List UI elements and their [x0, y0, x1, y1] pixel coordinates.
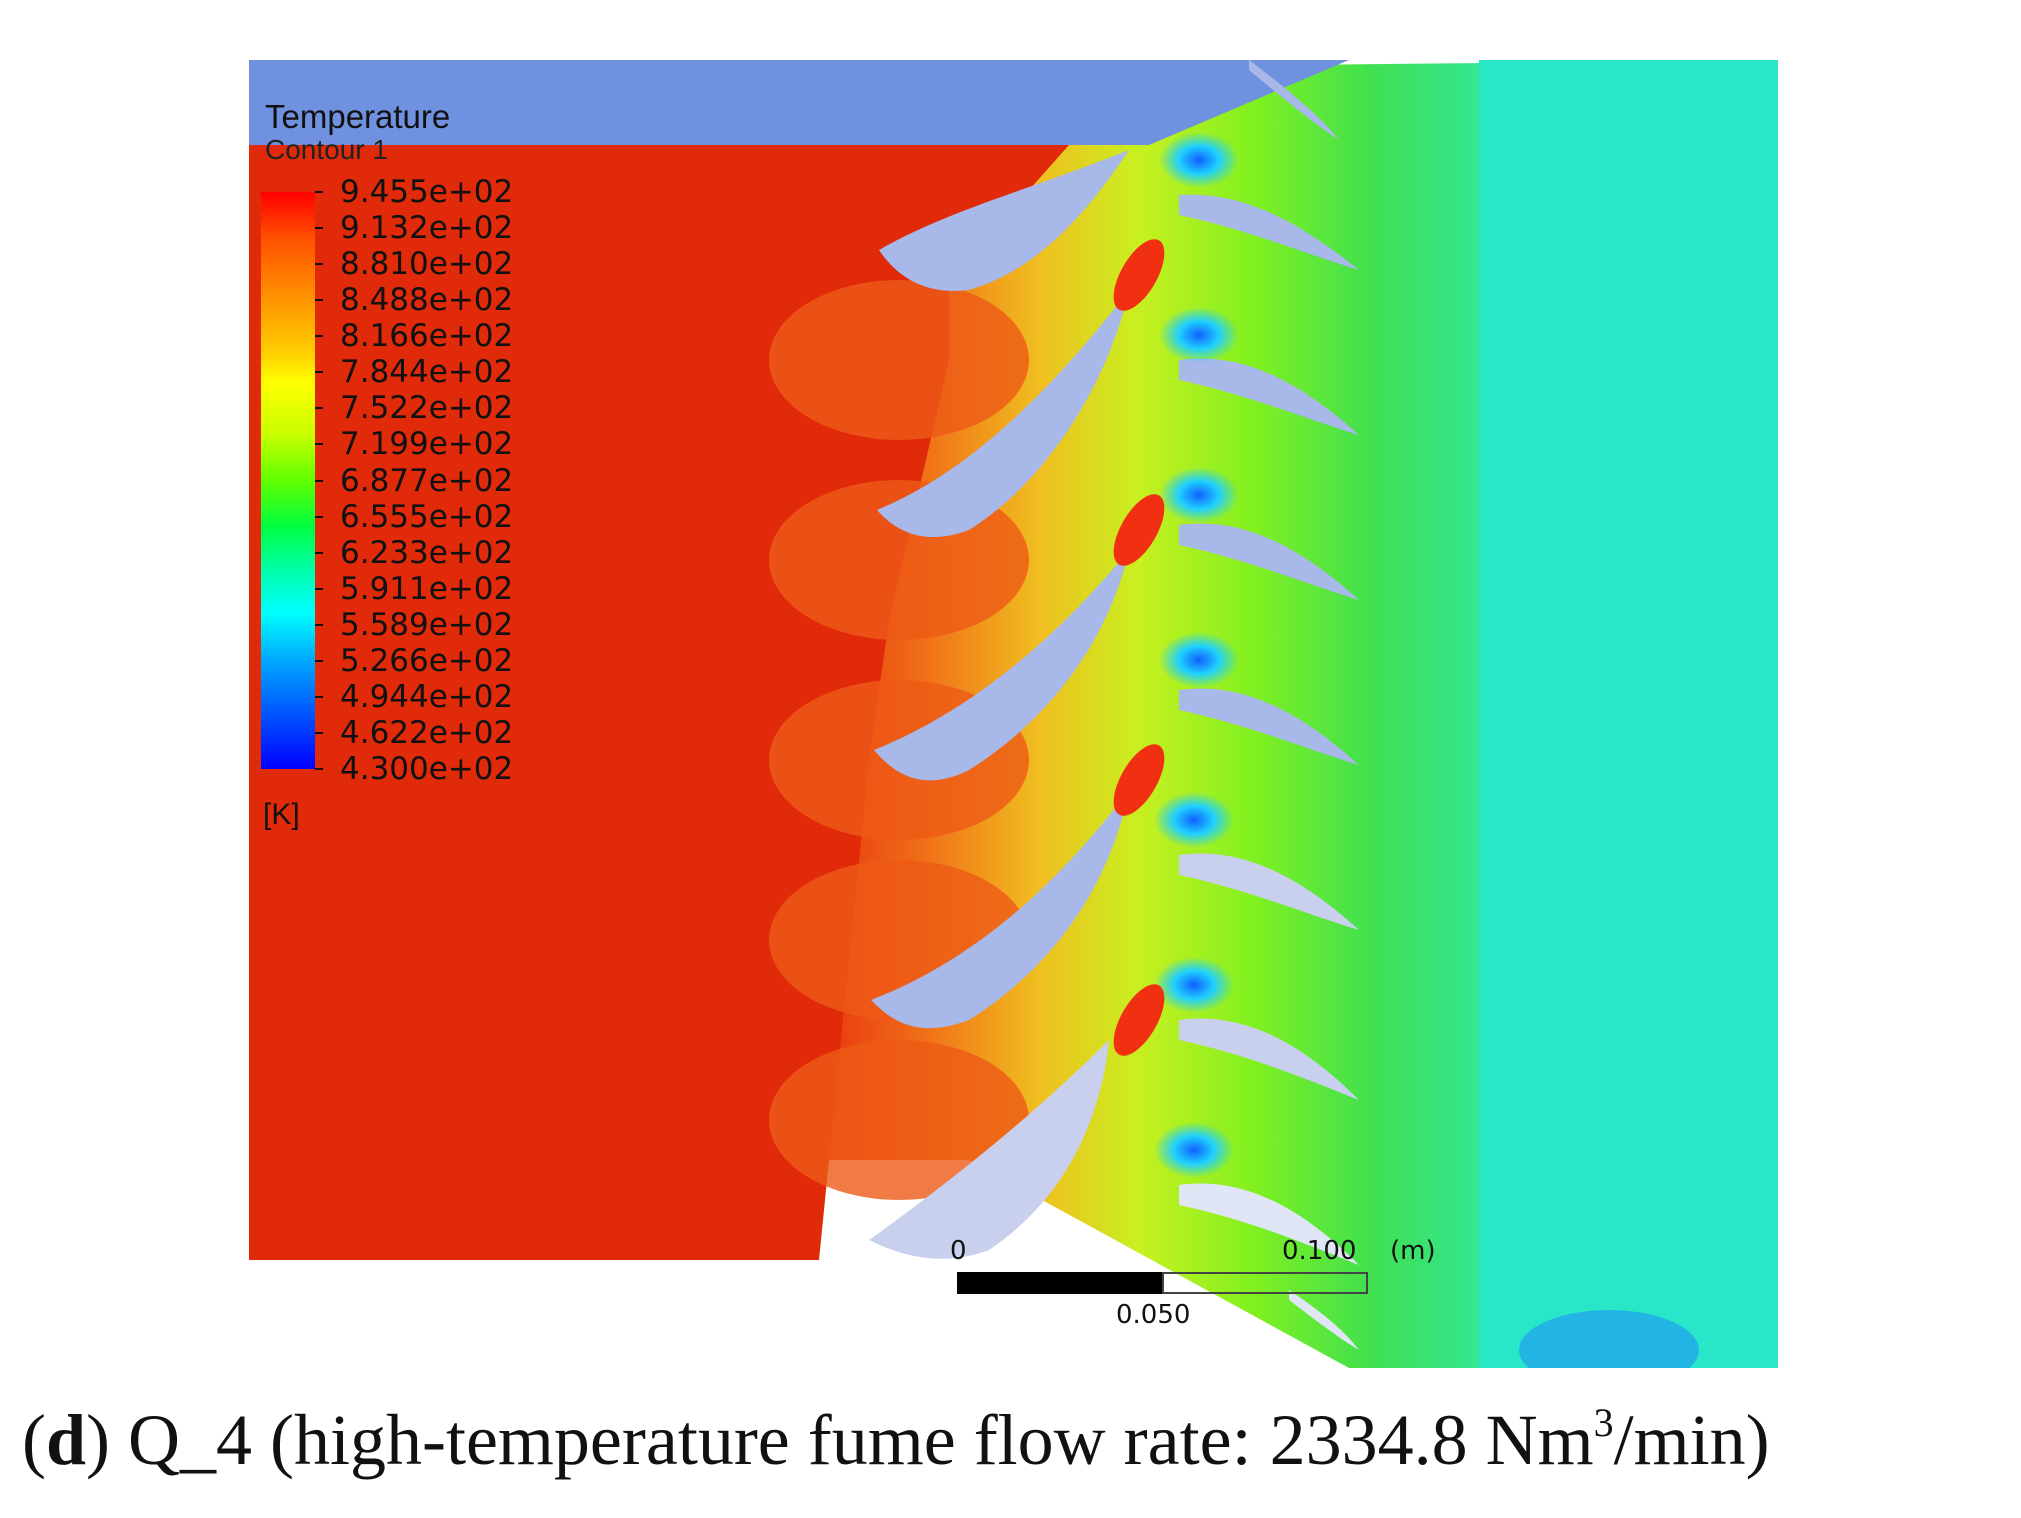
legend-tick-label: 7.199e+02: [340, 426, 514, 463]
scale-mid-label: 0.050: [1116, 1300, 1191, 1330]
legend-tick-mark: [315, 335, 323, 338]
legend-tick-mark: [315, 551, 323, 554]
legend-tick-label: 5.266e+02: [340, 642, 514, 679]
legend-tick-label: 5.589e+02: [340, 606, 514, 643]
scale-max-label: 0.100: [1282, 1236, 1357, 1266]
legend-tick-mark: [315, 479, 323, 482]
top-wall-band: [249, 60, 1349, 145]
hot-wake: [1113, 984, 1165, 1056]
legend-tick-mark: [315, 299, 323, 302]
cold-spot: [1159, 632, 1239, 688]
rotor-blade: [1249, 60, 1339, 140]
rotor-blade: [1179, 523, 1359, 600]
scale-unit-label: (m): [1390, 1236, 1436, 1266]
legend-tick-label: 6.877e+02: [340, 462, 514, 499]
legend-tick-mark: [315, 623, 323, 626]
cold-spot: [1159, 132, 1239, 188]
contour-plot: [249, 60, 1778, 1368]
caption-panel-letter: d: [45, 1400, 87, 1480]
legend-tick-label: 5.911e+02: [340, 570, 514, 607]
scale-bar-black: [957, 1272, 1162, 1294]
cold-spot: [1154, 792, 1234, 848]
legend-tick-mark: [315, 768, 323, 770]
legend-tick-mark: [315, 263, 323, 266]
legend-tick-mark: [315, 227, 323, 230]
figure-caption: (d) Q_4 (high-temperature fume flow rate…: [22, 1400, 1770, 1480]
rotor-blade: [1179, 853, 1359, 930]
legend-tick-label: 8.488e+02: [340, 282, 514, 319]
stator-blade: [877, 290, 1129, 538]
legend-tick-mark: [315, 731, 323, 734]
legend-tick-label: 4.300e+02: [340, 751, 514, 787]
legend-tick-mark: [315, 695, 323, 698]
legend-tick-mark: [315, 407, 323, 410]
rotor-blade: [1179, 1018, 1359, 1100]
temperature-contour-figure: [249, 60, 1778, 1368]
legend-tick-mark: [315, 587, 323, 590]
rotor-blade: [1179, 1183, 1359, 1265]
legend-tick-label: 6.233e+02: [340, 534, 514, 571]
rotor-blade: [1179, 194, 1359, 270]
rotor-blade: [1179, 688, 1359, 765]
hot-wake: [1113, 239, 1165, 311]
legend-unit: [K]: [263, 798, 300, 831]
stator-blade: [879, 150, 1129, 291]
cold-spot: [1159, 467, 1239, 523]
legend-tick-label: 8.810e+02: [340, 246, 514, 283]
stator-blade: [871, 790, 1129, 1029]
hot-wake: [1113, 494, 1165, 566]
stator-blade: [874, 550, 1129, 781]
legend-tick-label: 9.455e+02: [340, 174, 514, 210]
legend-tick-label: 9.132e+02: [340, 210, 514, 247]
caption-text: Q_4 (high-temperature fume flow rate: 23…: [128, 1400, 1594, 1480]
legend-tick-mark: [315, 515, 323, 518]
cold-spot: [1159, 307, 1239, 363]
cold-spot: [1154, 1122, 1234, 1178]
legend-tick-label: 7.522e+02: [340, 390, 514, 427]
legend-tick-mark: [315, 659, 323, 662]
scale-zero-label: 0: [950, 1236, 967, 1266]
color-scale-bar: [261, 192, 315, 769]
legend-tick-mark: [315, 443, 323, 446]
rotor-blade: [1289, 1290, 1359, 1350]
legend-tick-label: 4.622e+02: [340, 714, 514, 751]
legend-tick-mark: [315, 371, 323, 374]
legend-tick-mark: [315, 191, 323, 193]
bottom-wall-region: [249, 1260, 1349, 1368]
legend-tick-label: 8.166e+02: [340, 318, 514, 355]
caption-tail: /min): [1613, 1400, 1770, 1480]
outlet-cold-spot: [1519, 1310, 1699, 1368]
warm-plume: [769, 1040, 1029, 1200]
cold-spot: [1154, 957, 1234, 1013]
scale-bar-white: [1162, 1272, 1368, 1294]
legend-subtitle: Contour 1: [265, 134, 388, 165]
legend-tick-label: 6.555e+02: [340, 498, 514, 535]
legend-title: Temperature: [265, 98, 451, 135]
outlet-region: [1479, 60, 1778, 1368]
warm-plume: [769, 280, 1029, 440]
caption-superscript: 3: [1593, 1400, 1614, 1445]
stator-blade: [869, 1040, 1109, 1259]
rotor-blade: [1179, 358, 1359, 435]
legend-tick-label: 7.844e+02: [340, 354, 514, 391]
legend-tick-label: 4.944e+02: [340, 678, 514, 715]
hot-wake: [1113, 744, 1165, 816]
